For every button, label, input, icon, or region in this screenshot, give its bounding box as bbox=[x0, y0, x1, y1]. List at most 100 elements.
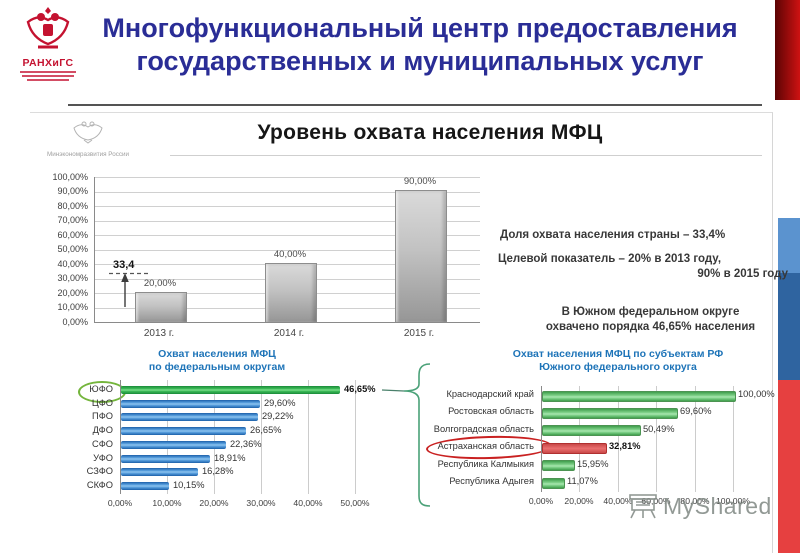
myshared-projector-icon bbox=[629, 494, 657, 519]
bar-value-label: 32,81% bbox=[609, 441, 641, 452]
side-stripe-red bbox=[778, 380, 800, 553]
note-target-line1: Целевой показатель – 20% в 2013 году, bbox=[498, 253, 722, 265]
bar-value-label: 29,60% bbox=[264, 397, 296, 408]
corner-accent-block bbox=[775, 0, 800, 100]
gridline bbox=[95, 249, 480, 251]
annotation-value: 33,4 bbox=[113, 259, 135, 271]
bar-value-label: 26,65% bbox=[250, 425, 282, 436]
target-annotation: 33,4 bbox=[109, 259, 149, 307]
category-label: Республика Калмыкия bbox=[437, 458, 534, 469]
chart-main-title: Уровень охвата населения МФЦ bbox=[257, 121, 603, 144]
x-axis-tick-label: 60,00% bbox=[641, 496, 671, 506]
note-country-coverage: Доля охвата населения страны – 33,4% bbox=[500, 229, 726, 241]
chart3-title: Охват населения МФЦ по субъектам РФ Южно… bbox=[478, 348, 758, 374]
data-bar-3 bbox=[542, 442, 607, 454]
axis-line bbox=[120, 380, 121, 494]
data-bar-0 bbox=[121, 386, 340, 394]
note-yufo-line2: охвачено порядка 46,65% населения bbox=[545, 321, 756, 333]
data-bar-2 bbox=[121, 413, 258, 422]
hbar-chart-yufo-subjects: Охват населения МФЦ по субъектам РФ Южно… bbox=[418, 346, 800, 524]
gridline bbox=[355, 380, 356, 494]
y-axis-tick-label: 40,00% bbox=[57, 258, 88, 269]
hbar-chart-federal-districts: Охват населения МФЦ по федеральным округ… bbox=[52, 346, 412, 524]
y-axis-tick-label: 80,00% bbox=[57, 200, 88, 211]
x-axis-tick-label: 40,00% bbox=[293, 498, 323, 508]
data-bar-3 bbox=[121, 427, 246, 436]
category-label: Краснодарский край bbox=[446, 389, 534, 399]
slide-content: Минэкономразвития России Уровень охвата … bbox=[30, 112, 788, 553]
gridline bbox=[167, 380, 168, 494]
data-bar-2 bbox=[542, 425, 641, 437]
data-bar-1 bbox=[121, 399, 260, 408]
data-bar-5 bbox=[121, 454, 210, 463]
y-axis-tick-label: 100,00% bbox=[52, 171, 88, 182]
axis-line bbox=[541, 386, 542, 492]
y-axis-tick-label: 60,00% bbox=[57, 229, 88, 240]
category-label: СФО bbox=[91, 438, 113, 449]
chart2-title: Охват населения МФЦ по федеральным округ… bbox=[82, 348, 352, 374]
category-label: ЦФО bbox=[91, 397, 113, 408]
gridline bbox=[95, 177, 480, 178]
gridline bbox=[656, 386, 657, 492]
bar-value-label: 50,49% bbox=[643, 423, 675, 434]
gridline bbox=[95, 191, 480, 193]
category-label: ДФО bbox=[92, 425, 113, 436]
bar-value-label: 18,91% bbox=[214, 452, 246, 463]
note-yufo-coverage: В Южном федеральном округе охвачено поря… bbox=[508, 305, 793, 335]
gridline bbox=[214, 380, 215, 494]
deck-title-line2: государственных и муниципальных услуг bbox=[136, 46, 704, 76]
bar-value-label: 29,22% bbox=[262, 411, 294, 422]
chart3-title-line1: Охват населения МФЦ по субъектам РФ bbox=[512, 348, 724, 360]
category-label: Ростовская область bbox=[448, 406, 534, 417]
y-axis: 100,00% 90,00% 80,00% 70,00% 60,00% 50,00% 40,… bbox=[48, 171, 92, 331]
note-target-line2: 90% в 2015 году bbox=[697, 268, 788, 280]
ranepa-logo-text: РАНХиГС bbox=[22, 57, 74, 69]
bar-value-label: 90,00% bbox=[403, 176, 437, 187]
bar-value-label: 20,00% bbox=[143, 278, 177, 289]
y-axis-tick-label: 0,00% bbox=[62, 316, 88, 327]
ministry-eagle-icon bbox=[73, 121, 103, 144]
gridline bbox=[733, 386, 734, 492]
y-axis-tick-label: 70,00% bbox=[57, 215, 88, 225]
ranepa-logo-fineprint bbox=[16, 71, 80, 81]
x-axis-tick-label: 0,00% bbox=[107, 498, 133, 508]
gridline bbox=[618, 386, 619, 492]
category-label: ЮФО bbox=[89, 384, 113, 394]
chart3-title-line2: Южного федерального округа bbox=[539, 361, 697, 373]
watermark: MyShared bbox=[628, 493, 772, 520]
x-axis-tick-label: 50,00% bbox=[340, 498, 370, 508]
x-axis-tick-label: 20,00% bbox=[564, 496, 594, 506]
ranepa-crest-icon bbox=[26, 7, 70, 49]
y-axis-tick-label: 20,00% bbox=[57, 287, 88, 298]
data-bar-2013 г. bbox=[135, 292, 187, 322]
y-axis-tick-label: 10,00% bbox=[57, 302, 88, 312]
data-bar-1 bbox=[542, 407, 678, 419]
gridline bbox=[695, 386, 696, 492]
gridline bbox=[261, 380, 262, 494]
data-bar-4 bbox=[121, 440, 226, 449]
category-label: Волгоградская область bbox=[433, 423, 534, 434]
watermark-text: MyShared bbox=[663, 493, 772, 519]
data-bar-5 bbox=[542, 477, 565, 489]
chart2-title-line2: по федеральным округам bbox=[148, 361, 286, 373]
ministry-label: Минэкономразвития России bbox=[46, 151, 130, 158]
header: РАНХиГС Многофункциональный центр предос… bbox=[0, 0, 800, 112]
data-bar-0 bbox=[542, 390, 736, 402]
data-bar-2014 г. bbox=[265, 263, 317, 322]
note-yufo-line1: В Южном федеральном округе bbox=[561, 306, 740, 318]
x-axis-tick-label: 30,00% bbox=[246, 498, 276, 508]
y-axis-tick-label: 50,00% bbox=[57, 244, 88, 254]
bar-value-label: 46,65% bbox=[344, 384, 376, 394]
x-axis-tick-label: 20,00% bbox=[199, 498, 229, 508]
y-axis-tick-label: 90,00% bbox=[57, 186, 88, 196]
gridline bbox=[95, 206, 480, 207]
deck-title-line1: Многофункциональный центр предоставления bbox=[102, 13, 738, 43]
fineprint-line bbox=[27, 79, 69, 81]
bar-value-label: 100,00% bbox=[738, 389, 775, 399]
side-stripe-darkblue bbox=[778, 273, 800, 380]
bar-value-label: 11,07% bbox=[567, 476, 598, 486]
ministry-logo: Минэкономразвития России bbox=[36, 117, 140, 158]
main-chart-plot-area: 20,00% 40,00% 90,00% 33,4 bbox=[94, 176, 480, 323]
gridline bbox=[308, 380, 309, 494]
